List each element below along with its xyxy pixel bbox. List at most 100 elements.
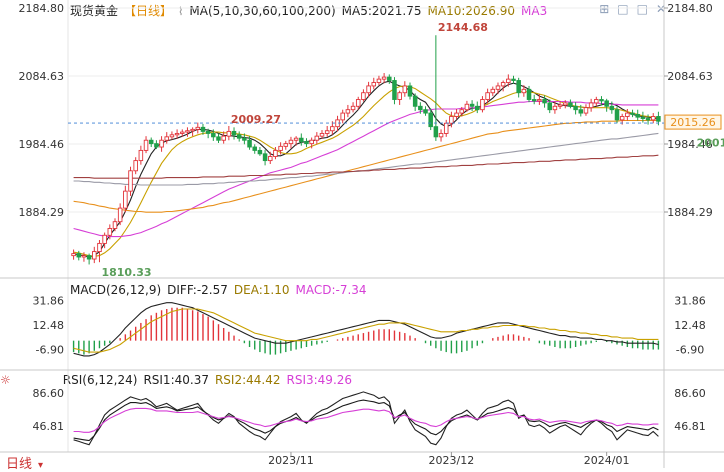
candle-body: [583, 107, 589, 114]
candle-body: [81, 255, 87, 258]
candle-body: [236, 134, 242, 139]
candle-body: [407, 85, 413, 97]
candle-body: [397, 92, 402, 100]
annotation-1810-33: 1810.33: [101, 266, 151, 279]
candle-body: [568, 102, 573, 107]
candle-body: [355, 99, 361, 107]
macd-diff-line: [73, 302, 659, 357]
candle-body: [552, 105, 558, 111]
candle-body: [438, 132, 444, 138]
date-tick-1: 2023/12: [429, 454, 475, 467]
candle-body: [412, 95, 418, 107]
square-icon[interactable]: □: [617, 2, 629, 16]
ma-line-ma200: [73, 154, 659, 179]
candle-body: [454, 112, 459, 117]
candle-body: [319, 132, 325, 137]
candle-body: [521, 88, 527, 94]
rsi-line-rsi1: [73, 391, 659, 446]
candle-body: [195, 126, 201, 130]
candle-body: [526, 88, 532, 100]
candle-body: [71, 253, 76, 257]
candle-body: [283, 143, 289, 147]
macd-dea-line: [73, 308, 659, 353]
candle-body: [464, 103, 470, 111]
candle-body: [428, 112, 433, 128]
square-icon-2[interactable]: □: [636, 2, 648, 16]
price-tick-left-1: 2084.63: [19, 70, 65, 83]
candle-body: [656, 116, 661, 122]
grid-icon[interactable]: ⊞: [599, 2, 610, 16]
candle-body: [267, 156, 273, 162]
candle-body: [278, 145, 283, 151]
candle-body: [330, 126, 335, 132]
candle-body: [180, 131, 185, 134]
candle-body: [345, 109, 351, 114]
candle-body: [288, 139, 294, 145]
candle-body: [371, 82, 377, 87]
candle-body: [226, 130, 232, 137]
candle-body: [273, 149, 278, 157]
rsi-line-rsi2: [73, 399, 659, 442]
candle-body: [480, 99, 485, 111]
candle-body: [418, 105, 423, 111]
candle-body: [164, 136, 170, 141]
macd-tick-left-1: 12.48: [33, 319, 65, 332]
candle-body: [148, 139, 154, 145]
price-tick-left-0: 2184.80: [19, 2, 65, 15]
candle-body: [169, 134, 175, 138]
candle-body: [645, 118, 651, 121]
macd-tick-left-2: -6.90: [36, 343, 64, 356]
macd-dea: DEA:1.10: [233, 283, 290, 297]
candle-body: [392, 80, 397, 100]
candle-body: [511, 78, 516, 81]
candle-body: [97, 242, 102, 253]
candle-body: [625, 112, 630, 117]
candle-body: [133, 160, 138, 172]
candle-body: [588, 102, 594, 109]
close-icon[interactable]: ✕: [655, 2, 666, 16]
candle-body: [200, 126, 206, 132]
candle-body: [361, 92, 366, 100]
candle-body: [516, 80, 521, 94]
candle-body: [252, 146, 257, 151]
candle-body: [547, 102, 552, 111]
macd-tick-right-0: 31.86: [674, 294, 706, 307]
candle-body: [433, 126, 439, 138]
candle-body: [340, 112, 345, 121]
candle-body: [154, 143, 159, 148]
macd-label: MACD(26,12,9): [70, 283, 162, 297]
candle-body: [102, 234, 107, 244]
candle-body: [117, 207, 123, 223]
candle-body: [304, 141, 309, 145]
annotation-2001-72: 2001.72: [697, 136, 724, 149]
ma-indicator-icon[interactable]: ⌇: [178, 5, 184, 18]
candle-body: [143, 139, 149, 151]
chart-toolbar: ⊞ □ □ ✕: [591, 2, 666, 16]
candle-body: [402, 85, 408, 94]
candle-body: [614, 109, 620, 121]
candle-body: [542, 99, 547, 104]
candle-body: [211, 132, 216, 138]
candle-body: [599, 99, 604, 102]
candle-body: [86, 255, 92, 260]
candle-body: [299, 137, 304, 143]
settings-icon[interactable]: ☼: [0, 373, 11, 387]
price-tick-left-2: 1984.46: [19, 138, 65, 151]
macd-header: MACD(26,12,9) DIFF:-2.57 DEA:1.10 MACD:-7.3…: [70, 283, 373, 297]
candle-body: [242, 137, 247, 141]
rsi-header: ☼ RSI(6,12,24) RSI1:40.37 RSI2:44.42 RSI3:49…: [0, 373, 358, 387]
candle-body: [635, 113, 640, 118]
candle-body: [619, 116, 625, 121]
candle-body: [449, 116, 454, 124]
macd-value: MACD:-7.34: [295, 283, 367, 297]
candle-body: [537, 99, 542, 102]
ma-line-ma60: [73, 119, 659, 213]
candle-body: [324, 130, 330, 134]
date-tick-2: 2024/01: [584, 454, 630, 467]
candle-body: [92, 251, 97, 260]
current-price-box: [664, 114, 722, 130]
rsi3-value: RSI3:49.26: [286, 373, 353, 387]
candle-body: [578, 109, 584, 114]
